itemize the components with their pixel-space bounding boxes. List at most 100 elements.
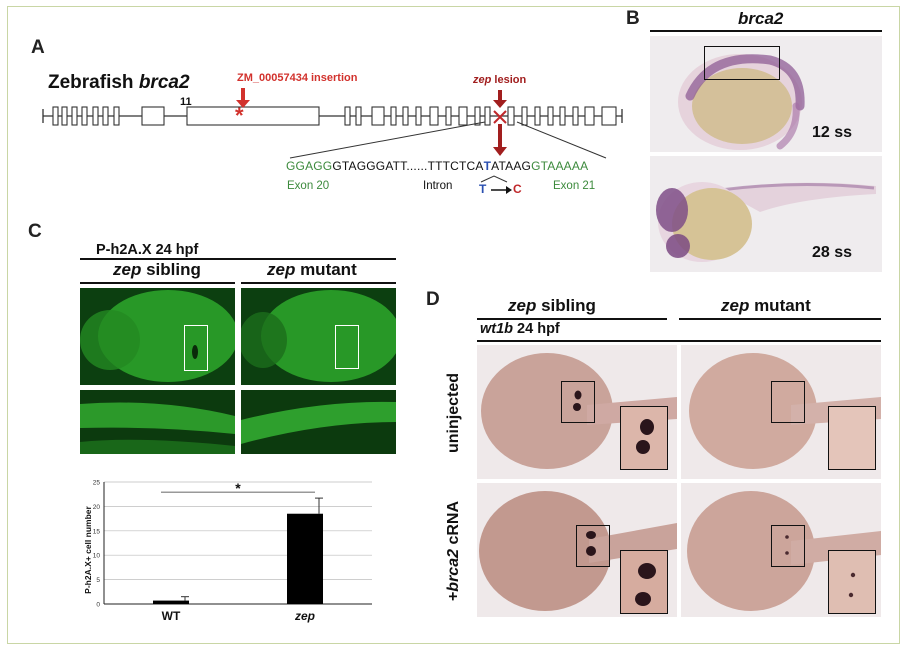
exon-box [584, 106, 595, 126]
row2-gene: brca2 [445, 548, 462, 592]
d-mutant-brca2-image [681, 483, 881, 617]
panel-c-col2-rule [241, 282, 396, 284]
mutant-head-fluorescence-image [241, 288, 396, 385]
exon20-label: Exon 20 [287, 180, 330, 192]
marker-gene: wt1b [480, 321, 514, 337]
embryo-28ss-trunk [720, 182, 876, 212]
embryo-28ss-eye-stain [666, 234, 690, 258]
embryo-12ss-image: 12 ss [650, 36, 882, 152]
exon21-label: Exon 21 [553, 180, 596, 192]
d-r2c2-zoom-inset [828, 550, 876, 614]
lesion-suffix: lesion [491, 74, 527, 86]
exon-box [415, 106, 422, 126]
panel-d-letter: D [426, 289, 440, 310]
chart-gridlines [103, 481, 372, 605]
col1-suffix: sibling [141, 260, 201, 279]
panel-b-letter: B [626, 8, 640, 29]
col1-gene: zep [113, 260, 142, 279]
row1-label: uninjected [445, 372, 462, 454]
lesion-x-mark-b [493, 110, 507, 124]
d-cell-dot-a [785, 535, 789, 539]
panel-c-letter: C [28, 221, 42, 242]
embryo-12ss-body [685, 54, 805, 111]
embryo-28ss-image: 28 ss [650, 156, 882, 272]
d-col2-gene: zep [721, 296, 750, 315]
mutant-head-lobe [241, 312, 287, 368]
mutation-bracket [480, 175, 508, 183]
d-r1c1-inset-box [561, 381, 595, 423]
exon-box [71, 106, 78, 126]
exon-box [429, 106, 439, 126]
embryo-28ss-spine [719, 182, 875, 192]
mutation-from: T [479, 182, 487, 196]
exon-box [61, 106, 68, 126]
chart-y-tick-label: 20 [93, 504, 101, 511]
exon-boxes [52, 106, 617, 126]
panel-d-marker: wt1b 24 hpf [480, 321, 560, 337]
zoom-line-right [516, 121, 607, 159]
exon-box [81, 106, 88, 126]
lesion-arrow-head [493, 100, 507, 108]
gene-structure-title: Zebrafish brca2 [48, 72, 190, 94]
d-cell-cluster-b [573, 403, 581, 411]
chart-bar-zep [287, 513, 323, 604]
d-r2c1-zoom-inset [620, 550, 668, 614]
panel-d-col2-header: zep mutant [721, 296, 811, 316]
exon-box [507, 106, 515, 126]
embryo-12ss-yolk [692, 68, 792, 144]
d-col1-gene: zep [508, 296, 537, 315]
d-col2-suffix: mutant [749, 296, 811, 315]
d-r2c1-inset-box [576, 525, 610, 567]
row2-label-wrap: +brca2 cRNA [441, 484, 467, 618]
insertion-asterisk-icon: * [235, 103, 244, 128]
embryo-28ss-yolk [672, 188, 752, 260]
sibling-inset-box [184, 325, 208, 371]
exon-box [186, 106, 320, 126]
exon20-sequence: GGAGG [286, 159, 333, 173]
panel-b-header-rule [650, 30, 882, 32]
exon-box [52, 106, 59, 126]
d-cell-dot-b [785, 551, 789, 555]
mutation-arrow-head [506, 186, 512, 194]
lesion-gene: zep [473, 74, 492, 86]
chart-category-label: zep [294, 609, 315, 623]
d-embryo-yolk [689, 353, 817, 469]
panel-c-marker: P-h2A.X 24 hpf [96, 242, 199, 258]
title-gene: brca2 [138, 72, 190, 93]
mutant-tail-glow [241, 401, 396, 444]
exon-box [474, 106, 481, 126]
sibling-tail-fluorescence-image [80, 390, 235, 454]
chart-y-axis-label: P-h2A.X+ cell number [83, 505, 93, 593]
stage-12ss-label: 12 ss [812, 124, 853, 141]
exon-box [371, 106, 385, 126]
exon-box [484, 106, 491, 126]
title-prefix: Zebrafish [48, 72, 139, 93]
mutated-base: T [483, 159, 492, 173]
sibling-dark-cells [192, 345, 198, 359]
mutant-inset-box [335, 325, 359, 369]
panel-d-marker-rule [477, 340, 881, 342]
exon-box [458, 106, 468, 126]
d-embryo-trunk [589, 523, 677, 563]
d-r1c1-zoom-inset [620, 406, 668, 470]
embryo-12ss-inset-box [704, 46, 780, 80]
row1-label-wrap: uninjected [441, 346, 467, 480]
d-embryo-yolk [481, 353, 613, 469]
panel-a-letter: A [31, 37, 45, 58]
exon-box [92, 106, 99, 126]
intron-sequence-b: ATAAG [491, 159, 532, 173]
d-cell-cluster-a [574, 390, 582, 400]
row2-suffix: cRNA [445, 500, 462, 549]
mutant-head-glow [261, 290, 396, 382]
d-r2c2-inset-box [771, 525, 805, 567]
d-embryo-yolk [687, 491, 815, 611]
exon-11-label: 11 [180, 96, 192, 108]
d-sibling-brca2-image [477, 483, 677, 617]
d-cell-cluster-a [586, 531, 596, 539]
insertion-label: ZM_00057434 insertion [237, 72, 358, 84]
chart-bars [153, 497, 323, 604]
chart-y-tick-label: 0 [96, 602, 100, 609]
exon-box [534, 106, 541, 126]
row2-label: +brca2 cRNA [445, 501, 463, 601]
